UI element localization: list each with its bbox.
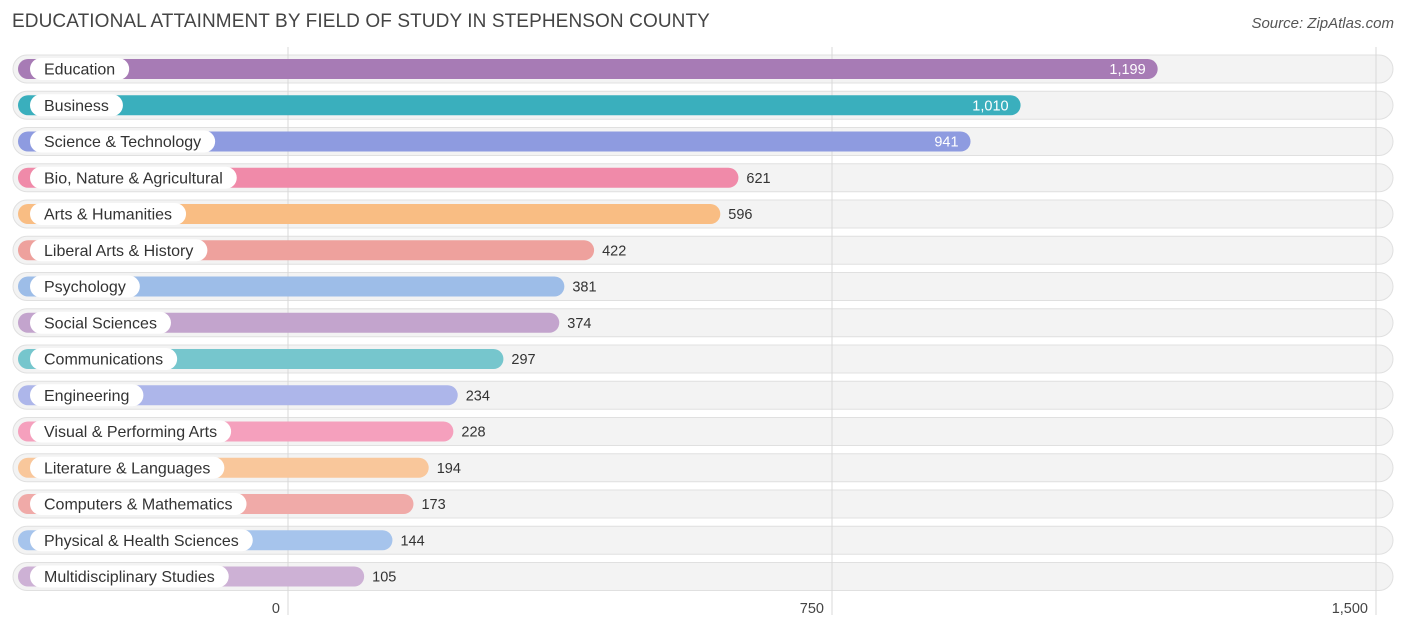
category-label-pill [30,239,208,262]
category-label: Communications [44,352,163,369]
value-label: 1,199 [1109,62,1145,78]
value-label: 228 [461,425,485,441]
category-label: Literature & Languages [44,460,210,477]
bar [18,276,565,297]
category-label-pill [30,493,247,515]
category-label: Social Sciences [44,315,157,332]
value-label: 621 [746,171,770,187]
bar [18,59,1158,79]
value-label: 1,010 [972,98,1008,114]
value-label: 381 [572,280,596,296]
category-label-pill [30,58,130,80]
category-label: Visual & Performing Arts [44,424,217,441]
value-label: 194 [437,461,461,477]
category-label-pill [30,94,123,117]
category-label: Liberal Arts & History [44,243,193,260]
category-label-pill [30,456,225,479]
axis-tick-label: 0 [272,601,280,617]
value-label: 596 [728,207,752,223]
category-label-pill [30,529,253,552]
category-label: Psychology [44,279,126,296]
value-label: 297 [511,352,535,368]
value-label: 105 [372,570,396,586]
value-label: 422 [602,243,626,259]
source-credit: Source: ZipAtlas.com [1251,15,1394,32]
category-label: Multidisciplinary Studies [44,569,215,586]
bar [18,95,1021,116]
category-label: Computers & Mathematics [44,497,233,514]
value-label: 234 [466,388,490,404]
category-label: Arts & Humanities [44,207,172,224]
bar [18,204,721,224]
category-label-pill [30,565,229,588]
category-label: Engineering [44,388,129,405]
category-label-pill [30,203,187,225]
value-label: 144 [400,533,424,549]
category-label: Physical & Health Sciences [44,533,239,550]
value-label: 941 [934,135,958,151]
category-label-pill [30,275,140,298]
bars: Education 1,199 Business 1,010 Science & Tec… [18,58,1158,588]
axis-tick-label: 1,500 [1332,601,1368,617]
value-label: 173 [421,497,445,513]
axis-ticks: 0 750 1,500 [272,601,1368,617]
category-label-pill [30,166,237,189]
category-label-pill [30,311,171,334]
category-label-pill [30,130,216,153]
bar [18,131,971,152]
category-label: Science & Technology [44,134,201,151]
chart-title: EDUCATIONAL ATTAINMENT BY FIELD OF STUDY… [12,11,710,32]
category-label-pill [30,420,232,443]
category-label: Bio, Nature & Agricultural [44,170,223,187]
category-label-pill [30,348,178,370]
category-label: Education [44,62,115,79]
category-label: Business [44,98,109,115]
category-label-pill [30,384,144,407]
axis-tick-label: 750 [800,601,824,617]
value-label: 374 [567,316,591,332]
